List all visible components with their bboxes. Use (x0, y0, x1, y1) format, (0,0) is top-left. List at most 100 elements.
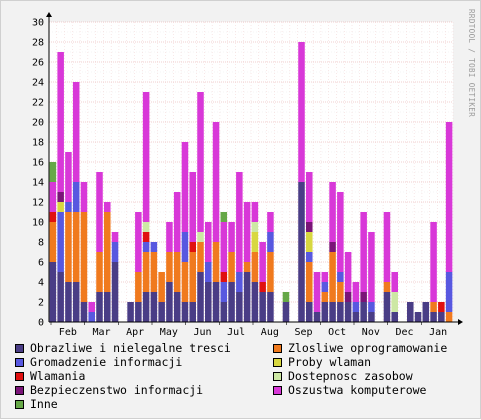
bar-segment (65, 282, 72, 322)
bar-segment (298, 182, 305, 322)
bar-segment (158, 272, 165, 302)
legend-item-oszustwa: Oszustwa komputerowe (273, 383, 426, 397)
bar-segment (181, 142, 189, 232)
bar-segment (72, 212, 80, 282)
bar-segment (430, 312, 437, 322)
bar-segment (135, 272, 142, 302)
x-tick-label: May (160, 327, 178, 338)
bar-segment (88, 302, 95, 312)
bar-segment (49, 222, 57, 262)
legend-label-bezpieczenstwo: Bezpieczenstwo informacji (30, 383, 204, 397)
bar-segment (329, 302, 336, 322)
bar-segment (329, 182, 336, 242)
bar-segment (306, 302, 313, 322)
bar-segment (368, 232, 375, 302)
bar-segment (65, 202, 72, 212)
bar-segment (251, 232, 259, 252)
x-axis-arrow (458, 319, 463, 325)
y-tick-label: 8 (38, 238, 44, 249)
bar-segment (57, 192, 64, 202)
x-tick-label: Nov (362, 327, 380, 338)
legend-item-bezpieczenstwo: Bezpieczenstwo informacji (15, 383, 203, 397)
bar-segment (189, 172, 196, 242)
bar-segment (306, 232, 313, 252)
bar-segment (438, 302, 445, 312)
bar-segment (181, 232, 189, 262)
bar-segment (313, 272, 321, 312)
y-tick-label: 20 (32, 118, 44, 129)
bar-segment (181, 262, 189, 302)
bar-segment (313, 312, 321, 322)
bar-segment (135, 212, 142, 272)
bar-segment (158, 302, 165, 322)
gridlines (48, 21, 454, 322)
bar-segment (142, 92, 150, 222)
y-tick-label: 16 (32, 158, 44, 169)
bar-segment (321, 302, 329, 322)
legend-label-dostepnosc: Dostepnosc zasobow (288, 369, 413, 383)
bar-segment (65, 152, 72, 202)
bar-segment (111, 232, 119, 242)
legend-swatch-dostepnosc (273, 371, 282, 381)
bar-segment (49, 212, 57, 222)
bar-segment (259, 282, 266, 292)
legend-label-obrazliwe: Obrazliwe i nielegalne tresci (30, 341, 231, 355)
bar-segment (173, 252, 181, 292)
x-tick-label: Aug (261, 327, 279, 338)
bar-segment (220, 222, 228, 272)
bar-segment (197, 92, 204, 232)
bar-segment (57, 52, 64, 192)
bar-segment (352, 312, 360, 322)
bar-segment (49, 262, 57, 322)
bars-layer (49, 42, 453, 322)
y-tick-label: 12 (32, 198, 44, 209)
bar-segment (142, 222, 150, 232)
legend-swatch-zlosliwe (273, 343, 282, 353)
y-tick-label: 4 (38, 278, 44, 289)
legend-swatch-obrazliwe (15, 343, 24, 353)
bar-segment (228, 222, 235, 252)
bar-segment (228, 252, 235, 282)
bar-segment (368, 302, 375, 312)
bar-segment (383, 282, 391, 292)
y-tick-label: 28 (32, 38, 44, 49)
bar-segment (127, 302, 134, 322)
bar-segment (282, 292, 290, 302)
legend-item-proby: Proby wlaman (273, 355, 371, 369)
bar-segment (360, 302, 367, 322)
legend-label-zlosliwe: Zlosliwe oprogramowanie (288, 341, 448, 355)
bar-segment (57, 202, 64, 212)
bar-segment (212, 282, 220, 322)
bar-segment (430, 302, 437, 312)
bar-segment (205, 222, 212, 262)
bar-segment (57, 212, 64, 272)
bar-segment (96, 292, 103, 322)
bar-segment (267, 292, 274, 322)
bar-segment (337, 302, 344, 322)
legend-item-dostepnosc: Dostepnosc zasobow (273, 369, 413, 383)
y-tick-label: 0 (38, 318, 44, 329)
bar-segment (197, 232, 204, 242)
bar-segment (306, 252, 313, 262)
bar-segment (197, 242, 204, 272)
x-tick-label: Jul (227, 327, 245, 338)
bar-segment (267, 212, 274, 232)
bar-segment (80, 212, 88, 302)
bar-segment (306, 262, 313, 302)
bar-segment (267, 252, 274, 292)
bar-segment (142, 292, 150, 322)
bar-segment (173, 192, 181, 252)
bar-segment (150, 242, 158, 252)
legend-swatch-gromadzenie (15, 357, 24, 367)
bar-segment (197, 272, 204, 322)
bar-segment (212, 242, 220, 282)
bar-segment (337, 282, 344, 302)
y-tick-label: 18 (32, 138, 44, 149)
bar-segment (142, 232, 150, 242)
bar-segment (236, 272, 243, 292)
y-tick-label: 30 (32, 18, 44, 29)
bar-segment (430, 222, 437, 302)
bar-segment (337, 192, 344, 272)
bar-segment (166, 252, 173, 282)
